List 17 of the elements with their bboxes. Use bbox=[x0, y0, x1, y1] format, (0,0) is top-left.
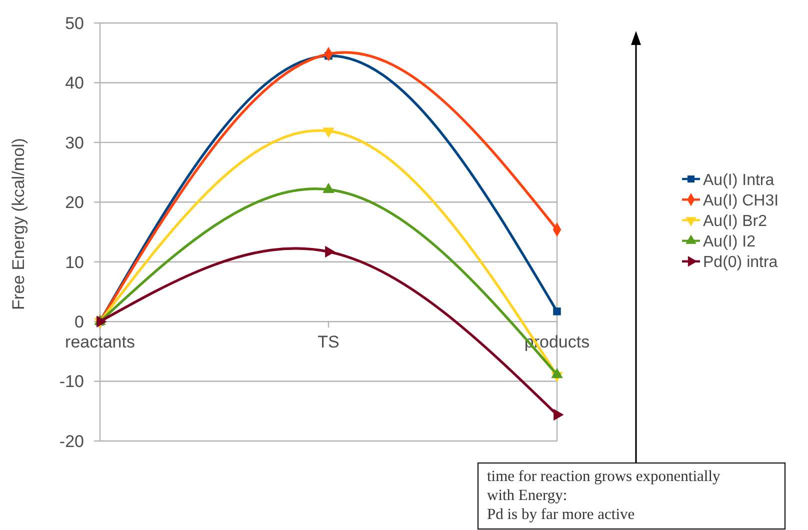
legend-label: Au(I) Intra bbox=[703, 172, 774, 189]
y-tick-label: -10 bbox=[59, 372, 84, 392]
x-tick-label: TS bbox=[318, 332, 340, 352]
text: time for reaction grows exponentially with Energy: Pd is by far more active bbox=[487, 468, 721, 523]
legend-label: Pd(0) intra bbox=[703, 254, 778, 272]
y-axis-title: Free Energy (kcal/mol) bbox=[9, 138, 28, 310]
legend-label: Au(I) Br2 bbox=[703, 212, 768, 230]
x-tick-label: reactants bbox=[65, 332, 135, 352]
y-tick-label: 30 bbox=[65, 133, 84, 152]
y-tick-label: 0 bbox=[74, 312, 84, 332]
legend-label: Au(I) I2 bbox=[703, 234, 756, 251]
y-tick-label: 10 bbox=[65, 252, 84, 272]
y-tick-label: -20 bbox=[59, 432, 84, 451]
y-tick-label: 20 bbox=[65, 193, 84, 212]
y-tick-label: 40 bbox=[65, 74, 84, 93]
legend-label: Au(I) CH3I bbox=[703, 192, 779, 210]
y-tick-label: 50 bbox=[65, 14, 84, 33]
